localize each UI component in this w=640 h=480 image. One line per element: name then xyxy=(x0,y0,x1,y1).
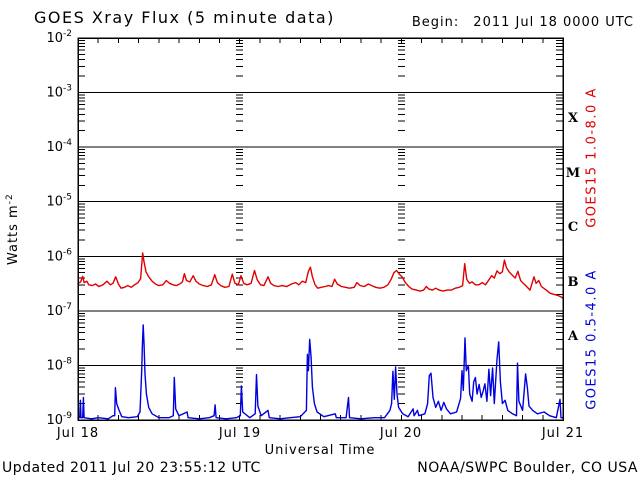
flare-class-a: A xyxy=(567,329,579,344)
y-tick-label: 10-2 xyxy=(46,29,72,46)
x-tick-label-jul20: Jul 20 xyxy=(379,426,423,441)
x-tick-label-jul21: Jul 21 xyxy=(541,426,585,441)
updated-timestamp: Updated 2011 Jul 20 23:55:12 UTC xyxy=(2,460,261,476)
y-tick-label: 10-9 xyxy=(46,411,72,428)
plot-frame xyxy=(77,37,564,421)
y-tick-label: 10-3 xyxy=(46,84,72,101)
y-tick-label: 10-8 xyxy=(46,356,72,373)
flare-class-x: X xyxy=(567,111,579,126)
y-tick-label: 10-5 xyxy=(46,193,72,210)
flare-class-c: C xyxy=(567,220,579,235)
series-line-0 xyxy=(77,252,564,299)
y-tick-label: 10-6 xyxy=(46,247,72,264)
y-tick-label: 10-7 xyxy=(46,302,72,319)
chart-title: GOES Xray Flux (5 minute data) xyxy=(34,8,335,27)
legend-goes15-long-channel: GOES15 1.0-8.0 A xyxy=(584,87,600,228)
y-tick-label: 10-4 xyxy=(46,138,72,155)
legend-goes15-short-channel: GOES15 0.5-4.0 A xyxy=(584,269,600,410)
begin-value: 2011 Jul 18 0000 UTC xyxy=(473,15,634,30)
series-line-1 xyxy=(77,324,564,420)
flare-class-b: B xyxy=(567,275,579,290)
begin-time-caption: Begin: 2011 Jul 18 0000 UTC xyxy=(412,15,634,30)
flare-class-m: M xyxy=(565,166,581,181)
x-tick-label-jul19: Jul 19 xyxy=(218,426,262,441)
begin-label: Begin: xyxy=(411,15,460,30)
data-source-credit: NOAA/SWPC Boulder, CO USA xyxy=(417,460,638,476)
x-tick-label-jul18: Jul 18 xyxy=(56,426,100,441)
x-axis-title: Universal Time xyxy=(264,443,376,458)
